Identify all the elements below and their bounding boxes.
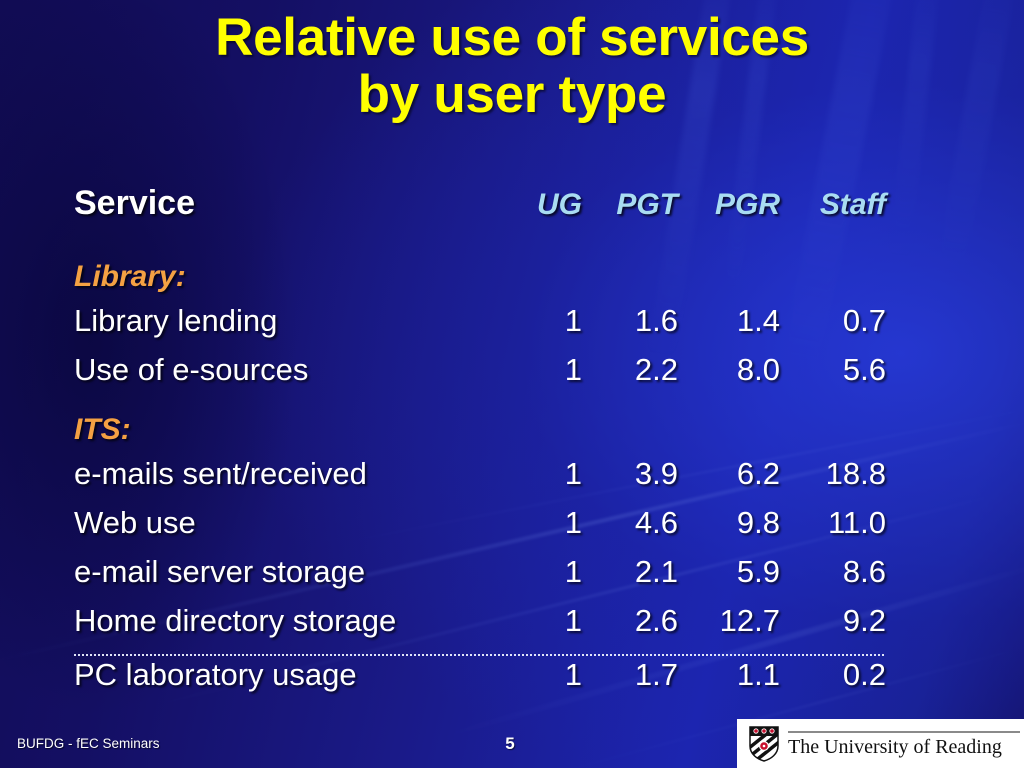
row-value-pgr: 6.2 bbox=[736, 456, 780, 491]
logo-wordmark: The University of Reading bbox=[788, 730, 1020, 758]
table-row: e-mail server storage 1 2.1 5.9 8.6 bbox=[74, 554, 886, 603]
table-row: Use of e-sources 1 2.2 8.0 5.6 bbox=[74, 352, 886, 401]
slide-title-line-2: by user type bbox=[357, 64, 667, 124]
row-value-staff: 0.2 bbox=[842, 657, 886, 692]
row-value-pgr: 9.8 bbox=[736, 505, 780, 540]
row-value-pgt: 2.2 bbox=[634, 352, 678, 387]
row-value-pgr: 5.9 bbox=[736, 554, 780, 589]
logo-text: The University of Reading bbox=[788, 735, 1002, 758]
row-value-ug: 1 bbox=[564, 603, 582, 638]
row-value-ug: 1 bbox=[564, 657, 582, 692]
reading-crest-icon bbox=[749, 725, 779, 762]
row-label: Library lending bbox=[74, 303, 278, 338]
row-label: e-mail server storage bbox=[74, 554, 366, 589]
row-value-pgr: 12.7 bbox=[719, 603, 780, 638]
services-table: Service UG PGT PGR Staff Library: Librar… bbox=[74, 184, 886, 706]
row-value-staff: 8.6 bbox=[842, 554, 886, 589]
column-header-pgt: PGT bbox=[616, 188, 678, 221]
row-value-ug: 1 bbox=[564, 554, 582, 589]
row-value-staff: 9.2 bbox=[842, 603, 886, 638]
row-value-pgr: 8.0 bbox=[736, 352, 780, 387]
section-heading-label: Library: bbox=[74, 260, 186, 293]
footer-text: BUFDG - fEC Seminars bbox=[17, 736, 160, 751]
column-header-pgr: PGR bbox=[714, 188, 780, 221]
table-row: PC laboratory usage 1 1.7 1.1 0.2 bbox=[74, 657, 886, 706]
logo-rule bbox=[788, 730, 1020, 733]
table-row: e-mails sent/received 1 3.9 6.2 18.8 bbox=[74, 456, 886, 505]
table-header-row: Service UG PGT PGR Staff bbox=[74, 184, 886, 230]
row-separator bbox=[74, 654, 884, 656]
row-value-pgt: 2.6 bbox=[634, 603, 678, 638]
row-value-ug: 1 bbox=[564, 352, 582, 387]
table-row: Library lending 1 1.6 1.4 0.7 bbox=[74, 303, 886, 352]
row-value-pgr: 1.1 bbox=[736, 657, 780, 692]
column-header-ug: UG bbox=[537, 188, 582, 221]
slide-number: 5 bbox=[505, 734, 515, 753]
row-value-pgt: 1.7 bbox=[634, 657, 678, 692]
row-label: Home directory storage bbox=[74, 603, 397, 638]
row-value-pgt: 4.6 bbox=[634, 505, 678, 540]
row-value-ug: 1 bbox=[564, 456, 582, 491]
row-label: Use of e-sources bbox=[74, 352, 309, 387]
section-heading-library: Library: bbox=[74, 260, 886, 303]
row-label: PC laboratory usage bbox=[74, 657, 357, 692]
section-heading-its: ITS: bbox=[74, 413, 886, 456]
row-value-ug: 1 bbox=[564, 505, 582, 540]
row-value-staff: 0.7 bbox=[842, 303, 886, 338]
row-value-staff: 5.6 bbox=[842, 352, 886, 387]
table-row: Web use 1 4.6 9.8 11.0 bbox=[74, 505, 886, 554]
row-value-pgt: 3.9 bbox=[634, 456, 678, 491]
row-label: e-mails sent/received bbox=[74, 456, 367, 491]
row-value-pgt: 1.6 bbox=[634, 303, 678, 338]
column-header-staff: Staff bbox=[819, 188, 886, 221]
column-header-service: Service bbox=[74, 184, 195, 222]
table-row: Home directory storage 1 2.6 12.7 9.2 bbox=[74, 603, 886, 652]
row-value-pgt: 2.1 bbox=[634, 554, 678, 589]
university-logo: The University of Reading bbox=[737, 719, 1024, 768]
slide-title-line-1: Relative use of services bbox=[215, 8, 809, 67]
row-value-ug: 1 bbox=[564, 303, 582, 338]
row-label: Web use bbox=[74, 505, 196, 540]
section-heading-label: ITS: bbox=[74, 413, 131, 446]
row-value-staff: 18.8 bbox=[825, 456, 886, 491]
slide-title: Relative use of services by user type bbox=[0, 8, 1024, 124]
row-value-pgr: 1.4 bbox=[736, 303, 780, 338]
row-value-staff: 11.0 bbox=[827, 505, 886, 540]
